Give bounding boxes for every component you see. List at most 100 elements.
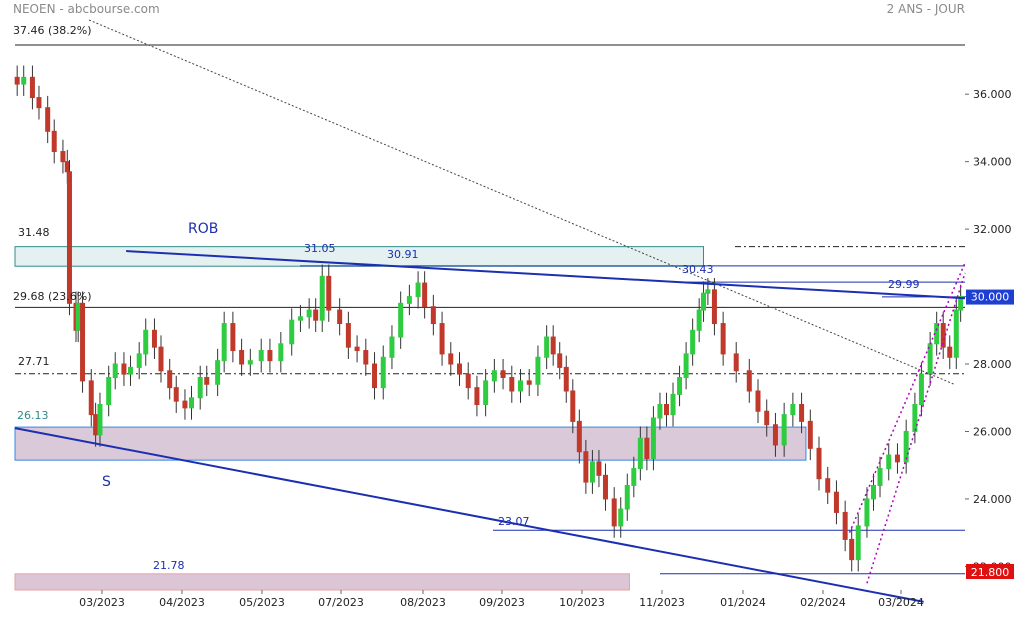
candle (799, 392, 805, 434)
chart-period: 2 ANS - JOUR (887, 2, 965, 16)
candle-body (958, 296, 964, 311)
candle-body (711, 289, 717, 325)
candle-body (173, 387, 179, 402)
candle (670, 382, 676, 427)
candle-body (345, 323, 351, 348)
y-tick-label: 26.000 (973, 425, 1012, 438)
low-zone-label: 21.78 (153, 559, 185, 572)
candle (167, 358, 173, 400)
candle (29, 65, 35, 110)
candle-body (947, 346, 953, 358)
candle (88, 369, 94, 427)
candle (36, 85, 42, 120)
candle (550, 325, 556, 366)
candle-body (337, 309, 343, 325)
candle (354, 335, 360, 363)
candle (215, 348, 221, 397)
candle-body (151, 329, 157, 348)
candle-body (833, 491, 839, 513)
candle (80, 291, 86, 393)
candle-body (799, 403, 805, 422)
candle (526, 369, 532, 397)
candle-body (389, 336, 395, 358)
candle-body (465, 373, 471, 389)
candle (345, 311, 351, 359)
candle (903, 419, 909, 474)
candle-body (611, 498, 617, 527)
candle-body (182, 400, 188, 409)
candle-body (790, 403, 796, 416)
candle (483, 369, 489, 417)
candle-body (88, 380, 94, 416)
candle (849, 527, 855, 572)
candle (918, 362, 924, 417)
candle-body (870, 484, 876, 500)
candle-body (406, 296, 412, 304)
candle (430, 294, 436, 336)
level-2771-label: 27.71 (18, 355, 50, 368)
candle-body (158, 346, 164, 372)
candle-body (306, 309, 312, 318)
candle-body (372, 363, 378, 389)
candle-body (422, 282, 428, 308)
candle-body (550, 336, 556, 355)
candle-body (940, 323, 946, 348)
candle (112, 352, 118, 390)
candle (825, 466, 831, 504)
candle-body (746, 370, 752, 392)
candle-body (602, 474, 608, 500)
candle (855, 514, 861, 572)
candle (746, 358, 752, 403)
candle (258, 338, 264, 373)
candle-body (456, 363, 462, 375)
candle-body (596, 461, 602, 476)
candle (14, 65, 20, 96)
candle (45, 95, 51, 144)
high-3105-label: 31.05 (304, 242, 336, 255)
candle-body (677, 377, 683, 395)
candle (842, 500, 848, 552)
rob-label: ROB (188, 221, 218, 237)
candle (631, 456, 637, 498)
last-price-value: 30.000 (971, 291, 1010, 304)
candle (363, 338, 369, 376)
candle (816, 436, 822, 491)
x-tick-label: 03/2023 (79, 596, 125, 609)
y-tick-label: 24.000 (973, 493, 1012, 506)
candle-body (491, 370, 497, 382)
candle-body (313, 309, 319, 321)
candle (733, 342, 739, 383)
candle (389, 325, 395, 370)
candle-body (297, 316, 303, 321)
candle-body (781, 414, 787, 446)
candle-body (683, 353, 689, 379)
fib-top-label: 37.46 (38.2%) (13, 24, 92, 37)
candle-body (230, 323, 236, 352)
x-tick-label: 03/2024 (878, 596, 924, 609)
candle (650, 406, 656, 471)
x-tick-label: 09/2023 (479, 596, 525, 609)
candle (611, 487, 617, 538)
candle (535, 345, 541, 397)
candle-body (64, 161, 70, 173)
candle (705, 278, 711, 305)
candle (701, 281, 707, 322)
candle (772, 412, 778, 457)
candle-body (864, 498, 870, 527)
candle-body (912, 403, 918, 432)
x-tick-label: 07/2023 (318, 596, 364, 609)
candle (618, 497, 624, 538)
candle (415, 271, 421, 309)
candle (197, 365, 203, 410)
candle (755, 379, 761, 424)
candle-body (544, 336, 550, 358)
candle (518, 369, 524, 403)
x-tick-label: 04/2023 (159, 596, 205, 609)
candle-body (696, 309, 702, 331)
candle-body (75, 302, 81, 331)
candle-body (66, 171, 72, 304)
candle (313, 298, 319, 332)
candle-body (500, 370, 506, 379)
candle (864, 487, 870, 538)
candle (158, 335, 164, 383)
